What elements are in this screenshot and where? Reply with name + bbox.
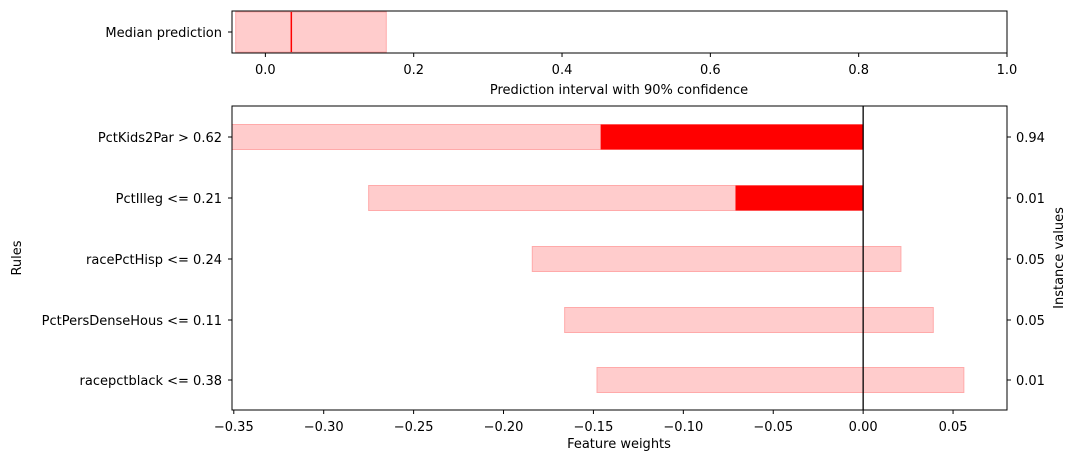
weights-x-ticks: −0.35 −0.30 −0.25 −0.20 −0.15 −0.10 −0.05 0.00 0… (214, 410, 968, 435)
instance-value-label: 0.01 (1016, 374, 1045, 389)
weights-x-tick-label: 0.00 (849, 420, 878, 435)
weights-x-tick-label: −0.25 (394, 420, 434, 435)
prediction-x-ticks: 0.0 0.2 0.4 0.6 0.8 1.0 (228, 31, 1018, 78)
prediction-x-axis-label: Prediction interval with 90% confidence (490, 83, 748, 98)
rule-label: racepctblack <= 0.38 (80, 374, 222, 389)
prediction-x-tick-label: 0.0 (255, 63, 276, 78)
weights-x-tick-label: −0.05 (753, 420, 793, 435)
weights-x-axis-label: Feature weights (567, 437, 671, 452)
rule-interval-bar (531, 246, 902, 272)
rule-weight-bar (600, 124, 864, 150)
rules-axes-frame (231, 105, 1008, 411)
rules-panel: −0.35 −0.30 −0.25 −0.20 −0.15 −0.10 −0.05 0.00 0… (10, 105, 1067, 452)
rule-labels: PctKids2Par > 0.62 PctIlleg <= 0.21 racePc… (42, 131, 232, 389)
weights-x-tick-label: −0.15 (574, 420, 614, 435)
rule-label: PctPersDenseHous <= 0.11 (42, 314, 222, 329)
weights-x-tick-label: 0.05 (939, 420, 968, 435)
instance-value-label: 0.01 (1016, 192, 1045, 207)
rule-interval-bar (564, 307, 934, 333)
instance-value-label: 0.05 (1016, 253, 1045, 268)
prediction-x-tick-label: 0.4 (552, 63, 573, 78)
prediction-x-tick-label: 0.8 (848, 63, 869, 78)
prediction-marks (235, 11, 387, 53)
prediction-x-tick-label: 1.0 (997, 63, 1018, 78)
weights-x-tick-label: −0.30 (304, 420, 344, 435)
prediction-panel: 0.0 0.2 0.4 0.6 0.8 1.0 Median prediction Pre… (105, 10, 1018, 98)
rule-interval-bar (596, 367, 965, 393)
prediction-interval-bar (235, 11, 387, 53)
instance-value-label: 0.05 (1016, 314, 1045, 329)
rule-label: PctKids2Par > 0.62 (98, 131, 222, 146)
rule-marks (231, 124, 965, 393)
prediction-x-tick-label: 0.6 (700, 63, 721, 78)
rule-weight-bar (735, 185, 864, 211)
instance-values-axis-label: Instance values (1052, 207, 1067, 309)
instance-values: 0.94 0.01 0.05 0.05 0.01 (1007, 131, 1045, 389)
rule-label: PctIlleg <= 0.21 (116, 192, 222, 207)
weights-x-tick-label: −0.20 (484, 420, 524, 435)
rules-y-axis-label: Rules (10, 240, 25, 275)
rule-label: racePctHisp <= 0.24 (86, 253, 222, 268)
instance-value-label: 0.94 (1016, 131, 1045, 146)
median-prediction-label: Median prediction (105, 26, 222, 41)
weights-x-tick-label: −0.10 (663, 420, 703, 435)
weights-x-tick-label: −0.35 (214, 420, 254, 435)
prediction-x-tick-label: 0.2 (403, 63, 424, 78)
